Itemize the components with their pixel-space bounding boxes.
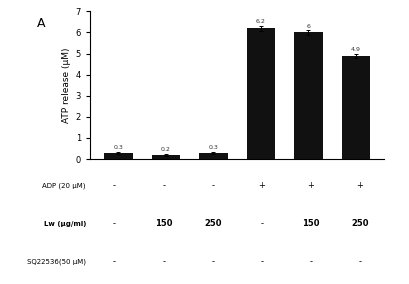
Text: -: - (113, 219, 116, 228)
Text: -: - (358, 258, 362, 266)
Text: 250: 250 (204, 219, 221, 228)
Text: 250: 250 (351, 219, 369, 228)
Bar (152, 155, 180, 159)
Y-axis label: ATP release (μM): ATP release (μM) (63, 47, 72, 123)
Text: 6: 6 (306, 24, 310, 29)
Bar (342, 56, 370, 159)
Text: -: - (113, 258, 116, 266)
Text: SQ22536(50 μM): SQ22536(50 μM) (27, 259, 86, 265)
Text: A: A (37, 17, 45, 30)
Text: ADP (20 μM): ADP (20 μM) (43, 182, 86, 189)
Text: 0.3: 0.3 (114, 145, 124, 150)
Text: 0.2: 0.2 (161, 147, 171, 152)
Text: -: - (211, 258, 214, 266)
Text: 6.2: 6.2 (256, 19, 266, 24)
Text: -: - (113, 181, 116, 190)
Text: +: + (357, 181, 363, 190)
Text: -: - (162, 258, 165, 266)
Text: -: - (309, 258, 312, 266)
Text: +: + (258, 181, 265, 190)
Text: Lw (μg/ml): Lw (μg/ml) (43, 221, 86, 227)
Text: -: - (260, 219, 263, 228)
Text: -: - (260, 258, 263, 266)
Text: 150: 150 (155, 219, 172, 228)
Text: -: - (162, 181, 165, 190)
Text: 0.3: 0.3 (209, 145, 218, 150)
Bar (199, 153, 228, 159)
Bar (294, 32, 323, 159)
Bar (104, 153, 133, 159)
Bar (247, 28, 275, 159)
Text: 4.9: 4.9 (351, 47, 361, 52)
Text: -: - (211, 181, 214, 190)
Text: 150: 150 (302, 219, 319, 228)
Text: +: + (308, 181, 314, 190)
